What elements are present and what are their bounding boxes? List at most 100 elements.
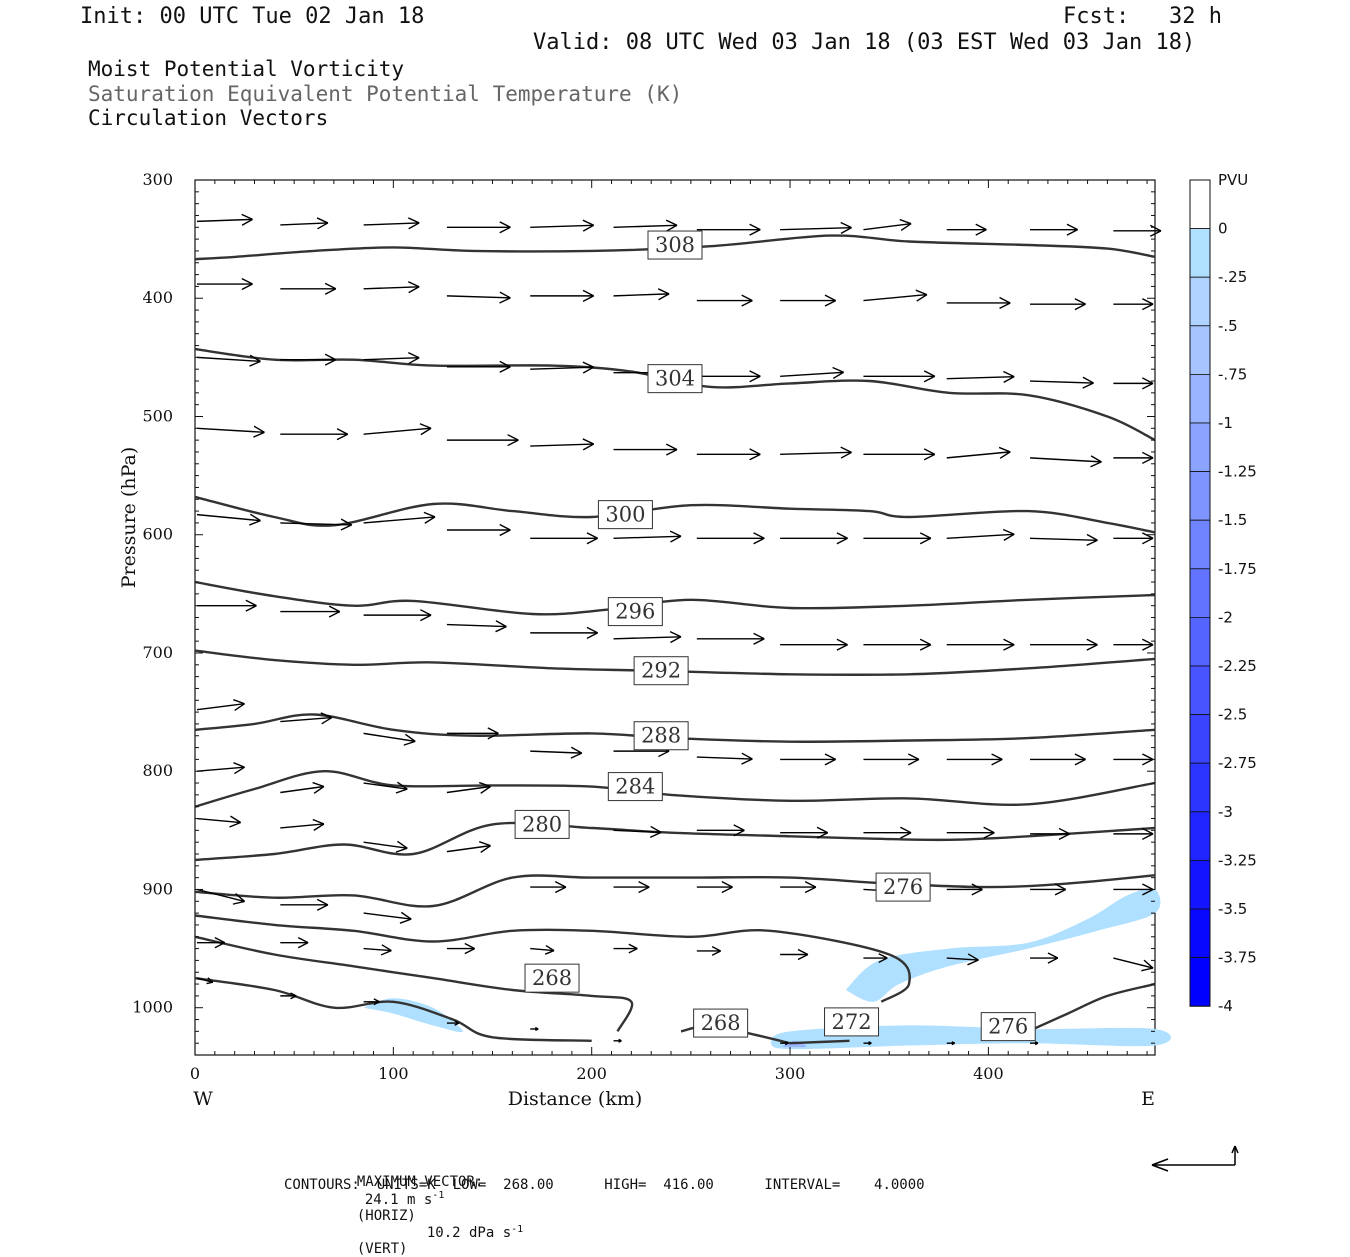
circulation-vector bbox=[446, 785, 491, 794]
circulation-vector-head bbox=[900, 826, 912, 839]
colorbar-swatch bbox=[1189, 957, 1211, 1007]
contour-label: 276 bbox=[988, 1015, 1028, 1039]
circulation-vector-head bbox=[1090, 455, 1102, 468]
circulation-vector-head bbox=[999, 296, 1011, 310]
colorbar-level-label: -3.5 bbox=[1218, 900, 1247, 918]
colorbar-swatch bbox=[1189, 471, 1211, 521]
contour-label-box bbox=[875, 872, 931, 902]
circulation-vector bbox=[196, 218, 253, 223]
circulation-vector-head bbox=[407, 281, 420, 294]
colorbar-level-label: -3.25 bbox=[1218, 851, 1257, 869]
circulation-vector bbox=[196, 513, 261, 522]
circulation-vector-head bbox=[544, 944, 555, 955]
contour-label-box bbox=[647, 364, 703, 394]
circulation-vector-head bbox=[328, 605, 341, 618]
circulation-vector-head bbox=[804, 881, 817, 894]
colorbar-level-label: 0 bbox=[1218, 220, 1228, 238]
circulation-vector bbox=[363, 286, 420, 290]
circulation-vector-head bbox=[753, 532, 765, 545]
circulation-vector-head bbox=[840, 446, 852, 459]
valid-time: Valid: 08 UTC Wed 03 Jan 18 (03 EST Wed … bbox=[533, 30, 1196, 55]
colorbar-swatch bbox=[1189, 276, 1211, 327]
circulation-vector bbox=[780, 371, 844, 377]
circulation-vector-head bbox=[1142, 638, 1154, 651]
y-axis-label: Pressure (hPa) bbox=[118, 447, 140, 589]
circulation-vector-head bbox=[586, 626, 598, 639]
init-label: Init: 00 UTC Tue 02 Jan 18 bbox=[80, 4, 425, 29]
circulation-vector-head bbox=[241, 213, 253, 226]
y-tick-label: 300 bbox=[142, 170, 173, 189]
circulation-vector-head bbox=[499, 291, 511, 304]
contour-label-box bbox=[597, 500, 653, 530]
x-end-label-west: W bbox=[193, 1088, 213, 1110]
circulation-vector-head bbox=[245, 599, 257, 612]
circulation-vector bbox=[363, 947, 392, 952]
circulation-vector bbox=[363, 782, 408, 790]
circulation-vector bbox=[1030, 457, 1102, 463]
circulation-vector-head bbox=[840, 221, 852, 235]
circulation-vector-head bbox=[229, 815, 242, 828]
circulation-vector-head bbox=[487, 727, 499, 740]
circulation-vector-head bbox=[312, 781, 325, 794]
circulation-vector bbox=[863, 222, 912, 231]
vector-layer bbox=[196, 213, 1162, 1046]
contour-label: 276 bbox=[883, 875, 923, 899]
circulation-vector bbox=[613, 636, 681, 640]
circulation-vector-head bbox=[797, 948, 809, 961]
theta-es-contour bbox=[194, 976, 592, 1042]
circulation-vector-head bbox=[249, 354, 261, 367]
max-vector-vert-tag: (VERT) bbox=[356, 1241, 408, 1257]
circulation-vector-head bbox=[582, 219, 595, 232]
forecast-hour: Fcst: 32 h bbox=[1063, 4, 1222, 29]
circulation-vector-head bbox=[380, 944, 392, 956]
circulation-vector-head bbox=[395, 840, 408, 853]
y-tick-label: 600 bbox=[142, 525, 173, 544]
circulation-vector bbox=[1030, 537, 1098, 541]
circulation-vector bbox=[530, 443, 594, 447]
contour-label-box bbox=[647, 230, 703, 260]
circulation-vector-head bbox=[297, 937, 309, 949]
circulation-vector bbox=[196, 766, 245, 772]
contours-info: CONTOURS: UNITS=K LOW= 268.00 HIGH= 416.… bbox=[284, 1177, 925, 1193]
circulation-vector-head bbox=[233, 762, 245, 775]
y-tick-label: 1000 bbox=[132, 998, 173, 1017]
circulation-vector bbox=[280, 785, 325, 794]
circulation-vector-head bbox=[836, 532, 848, 545]
circulation-vector-head bbox=[923, 448, 936, 461]
circulation-vector-head bbox=[1086, 638, 1098, 651]
y-tick-label: 400 bbox=[142, 288, 173, 307]
circulation-vector-head bbox=[582, 289, 595, 302]
contour-label: 300 bbox=[605, 503, 645, 527]
circulation-vector bbox=[196, 888, 245, 903]
circulation-vector bbox=[780, 226, 852, 231]
circulation-vector-head bbox=[586, 532, 598, 545]
max-vector-vert-exponent: -1 bbox=[511, 1223, 524, 1235]
y-tick-label: 500 bbox=[142, 406, 173, 425]
circulation-vector-head bbox=[998, 446, 1011, 459]
max-vector-label: MAXIMUM VECTOR: bbox=[356, 1174, 484, 1190]
max-vector-horiz-tag: (HORIZ) bbox=[356, 1207, 416, 1224]
colorbar-level-label: -3.75 bbox=[1218, 949, 1257, 967]
circulation-vector-head bbox=[214, 937, 226, 949]
circulation-vector bbox=[1030, 380, 1094, 384]
circulation-vector-head bbox=[1142, 883, 1154, 896]
contour-label: 280 bbox=[522, 812, 562, 836]
circulation-vector-head bbox=[721, 881, 733, 894]
circulation-vector bbox=[363, 732, 416, 743]
circulation-vector-head bbox=[733, 824, 745, 837]
contour-label-box bbox=[824, 1007, 880, 1037]
circulation-vector bbox=[363, 427, 432, 435]
circulation-vector-head bbox=[991, 753, 1003, 766]
circulation-vector bbox=[196, 703, 245, 711]
colorbar-swatch bbox=[1189, 617, 1211, 667]
circulation-vector-head bbox=[868, 1041, 872, 1046]
circulation-vector bbox=[280, 716, 332, 723]
circulation-vector-head bbox=[312, 818, 325, 831]
circulation-vector-head bbox=[657, 288, 670, 301]
circulation-vector bbox=[780, 451, 852, 456]
circulation-vector-head bbox=[824, 294, 836, 307]
colorbar-level-label: -1.5 bbox=[1218, 511, 1247, 529]
circulation-vector-head bbox=[570, 746, 583, 759]
circulation-vector-head bbox=[749, 370, 761, 383]
max-vector-horiz-exponent: -1 bbox=[432, 1190, 445, 1201]
